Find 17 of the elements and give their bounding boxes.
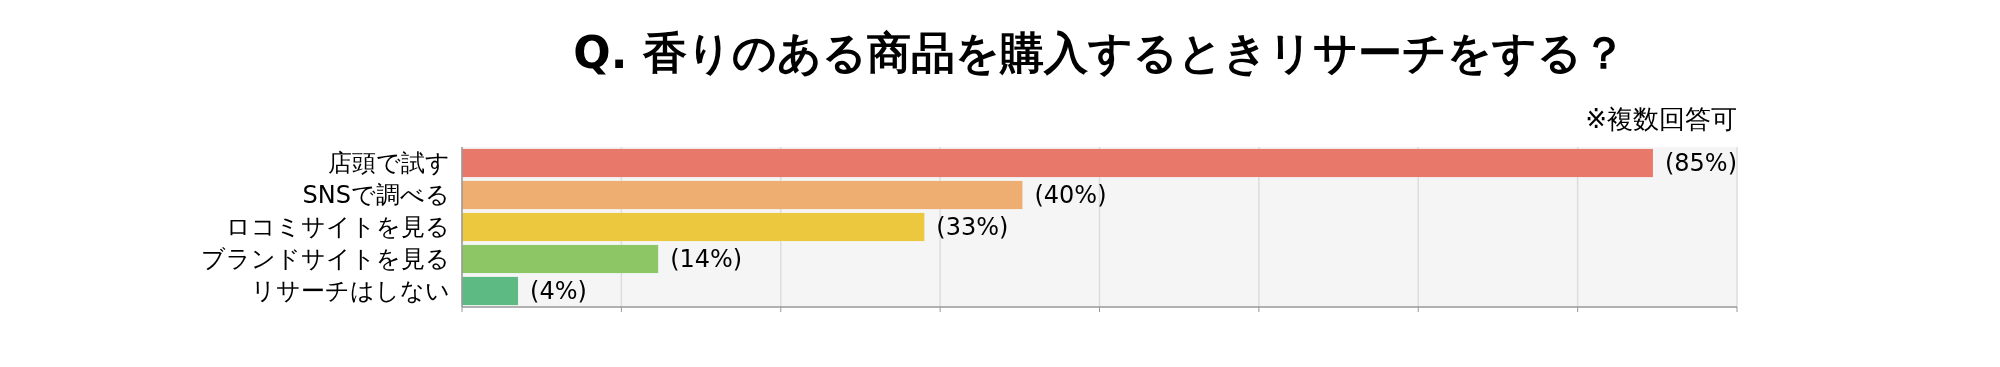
data-label: (14%) — [670, 245, 743, 273]
bar — [462, 276, 519, 306]
chart-title: Q. 香りのある商品を購入するときリサーチをする？ — [573, 27, 1626, 78]
data-label: (40%) — [1034, 181, 1107, 209]
y-tick-label: SNSで調べる — [302, 181, 450, 209]
y-tick-label: リサーチはしない — [251, 277, 450, 305]
y-tick-label: ブランドサイトを見る — [201, 245, 450, 273]
data-label: (33%) — [936, 213, 1009, 241]
y-tick-label: ロコミサイトを見る — [226, 213, 450, 241]
data-label: (85%) — [1664, 149, 1738, 177]
bar — [462, 148, 1653, 178]
bar — [462, 244, 659, 274]
bar — [462, 180, 1023, 210]
y-tick-label: 店頭で試す — [328, 149, 450, 177]
text: ※複数回答可 — [1585, 104, 1737, 134]
bar — [462, 212, 925, 242]
data-label: (4%) — [530, 277, 587, 305]
